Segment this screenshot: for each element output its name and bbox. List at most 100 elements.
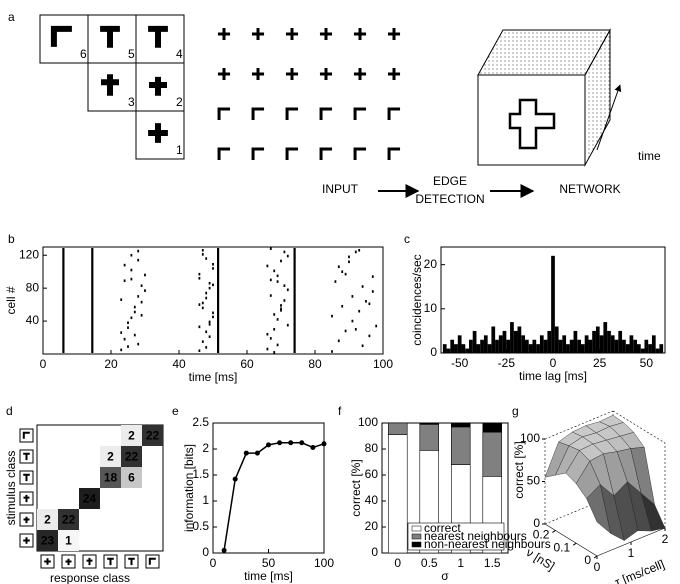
x-tick-label: 0	[584, 553, 591, 567]
glyph	[148, 123, 168, 143]
marker	[277, 440, 283, 446]
histogram-bar	[480, 339, 484, 353]
glyph	[388, 68, 400, 80]
x-tick	[572, 542, 577, 546]
spike	[341, 270, 344, 273]
histogram-bar	[450, 339, 455, 353]
histogram-bar	[633, 339, 637, 353]
box-edge	[544, 523, 598, 557]
histogram-bar	[551, 255, 555, 353]
spike	[371, 290, 374, 293]
spike	[127, 326, 129, 329]
stimulus-number: 6	[80, 47, 87, 61]
histogram-bar	[543, 339, 548, 353]
histogram-bar	[614, 339, 619, 353]
x-tick-label: 0	[394, 556, 401, 570]
spike	[266, 264, 269, 268]
spike	[375, 324, 378, 328]
spike	[120, 331, 123, 334]
histogram-bar	[532, 339, 537, 353]
matrix-cell	[100, 467, 121, 488]
histogram-bar	[510, 322, 514, 353]
histogram-bar	[592, 330, 596, 353]
stimulus-number: 2	[176, 95, 183, 109]
histogram-bar	[610, 335, 615, 353]
histogram-bar	[659, 344, 664, 353]
glyph	[24, 433, 30, 439]
glyph	[23, 454, 30, 460]
y-tick-label: 20	[424, 257, 438, 271]
spike	[371, 275, 374, 278]
matrix-cell	[142, 425, 163, 446]
input-label: INPUT	[322, 182, 359, 196]
y-axis-label: coincidences/sec	[410, 254, 424, 345]
spike	[351, 295, 354, 298]
plot-frame	[381, 422, 509, 554]
histogram-bar	[637, 344, 641, 353]
y-tick-label: 40	[26, 313, 40, 327]
cell-label: 2	[107, 450, 114, 464]
spike	[137, 249, 140, 253]
glyph	[321, 109, 332, 120]
matrix-cell	[121, 446, 142, 467]
y-tick-label: 60	[365, 467, 379, 481]
matrix-cell	[121, 425, 142, 446]
spike	[130, 253, 133, 257]
glyph	[23, 537, 30, 544]
x-tick-label: 50	[640, 356, 654, 370]
spike	[334, 280, 337, 283]
x-tick-label: 40	[172, 357, 186, 371]
cell-label: 6	[128, 471, 135, 485]
matrix-cell	[37, 530, 58, 551]
histogram-bar	[502, 330, 507, 353]
histogram-bar	[547, 330, 552, 353]
histogram-bar	[528, 344, 533, 353]
x-tick-label: 0.1	[554, 540, 571, 554]
spike	[205, 257, 208, 260]
spike	[280, 304, 282, 307]
cross-outline	[508, 98, 556, 150]
spike	[283, 284, 286, 287]
glyph	[44, 558, 51, 565]
glyph	[23, 475, 30, 481]
histogram-bar	[469, 339, 473, 353]
histogram-bar	[629, 335, 634, 353]
bar-segment	[387, 422, 408, 435]
glyph	[287, 149, 298, 160]
glyph	[389, 149, 400, 160]
histogram-bar	[584, 335, 589, 353]
spike	[266, 332, 269, 336]
spike	[365, 300, 367, 303]
z-tick-label: 50	[527, 474, 541, 488]
histogram-bar	[603, 322, 608, 353]
x-tick-label: 0	[210, 556, 217, 570]
histogram-bar	[483, 335, 488, 353]
spike	[208, 281, 211, 285]
histogram-bar	[536, 344, 540, 353]
histogram-bar	[454, 344, 458, 353]
matrix-cell	[58, 530, 79, 551]
spike	[133, 310, 136, 314]
histogram-bar	[566, 344, 570, 353]
histogram-bar	[517, 326, 522, 353]
glyph	[150, 559, 156, 565]
spike	[137, 258, 140, 262]
histogram-bar	[651, 335, 656, 353]
spike	[273, 269, 276, 273]
spike	[344, 329, 347, 333]
spike	[358, 248, 361, 252]
z-tick-label: 100	[520, 431, 540, 445]
histogram-bar	[442, 344, 447, 353]
glyph	[321, 149, 332, 160]
x-tick-label: 0.5	[421, 556, 438, 570]
glyph	[66, 559, 72, 565]
glyph	[219, 149, 230, 160]
stimulus-cell	[135, 14, 185, 64]
legend-box	[407, 522, 505, 551]
marker	[243, 450, 249, 456]
x-tick-label: 50	[262, 556, 276, 570]
y-tick-label: 20	[365, 519, 379, 533]
legend-label: non-nearest neighbours	[424, 537, 551, 551]
cell-label: 1	[65, 534, 72, 548]
box-edge	[544, 410, 614, 440]
